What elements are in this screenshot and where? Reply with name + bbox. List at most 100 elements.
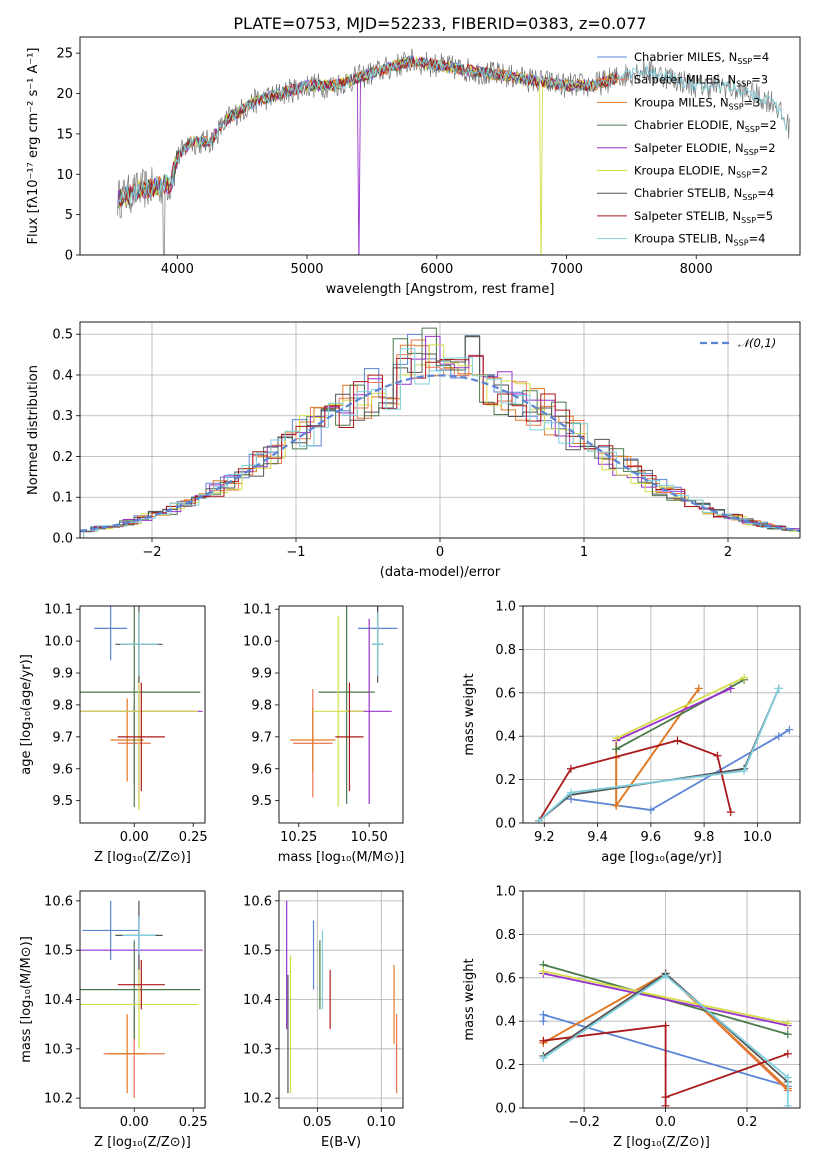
y-tick-label: 10.0 xyxy=(243,635,272,650)
panel-age-Z: 0.00 0.25 9.5 9.6 9.7 9.8 9.9 10.0 10.1 Z [log₁₀(… xyxy=(19,603,208,865)
weight-marker xyxy=(785,725,794,734)
normal-curve xyxy=(80,374,800,532)
y-axis-label: mass weight xyxy=(462,673,477,755)
error-bar-point xyxy=(94,606,128,661)
weight-marker xyxy=(661,1093,670,1102)
error-bar-point xyxy=(290,708,336,772)
axes-frame xyxy=(79,605,206,824)
y-tick-label: 0.5 xyxy=(52,328,73,343)
y-tick-label: 0.0 xyxy=(495,817,516,832)
plot-area xyxy=(80,606,203,811)
error-bar-point xyxy=(120,612,158,677)
y-tick-label: 0.0 xyxy=(52,532,73,547)
weight-marker xyxy=(774,732,783,741)
axes-frame xyxy=(522,605,801,824)
plot-area xyxy=(279,891,403,1108)
legend-entry: Kroupa STELIB, NSSP=4 xyxy=(634,232,765,248)
weight-marker xyxy=(740,766,749,775)
panel-age-mass: 10.25 10.50 9.5 9.6 9.7 9.8 9.9 10.0 10.1 mass [l… xyxy=(243,603,404,865)
panel-spectrum: 4000 5000 6000 7000 8000 0 5 10 15 20 25 wavelength… xyxy=(26,36,801,297)
y-tick-label: 9.6 xyxy=(251,762,272,777)
y-tick-label: 1.0 xyxy=(495,885,516,900)
y-tick-label: 10.3 xyxy=(44,1042,73,1057)
model-spectrum-5 xyxy=(117,56,618,255)
y-tick-label: 10.3 xyxy=(243,1042,272,1057)
plot-area xyxy=(290,606,398,808)
weight-series-8 xyxy=(539,971,792,1108)
error-bar-point xyxy=(372,612,384,677)
weight-marker xyxy=(740,673,749,682)
x-axis-label: age [log₁₀(age/yr)] xyxy=(601,850,722,865)
y-tick-label: 10.1 xyxy=(44,603,73,618)
legend-entry: Kroupa ELODIE, NSSP=2 xyxy=(634,164,768,180)
y-tick-label: 9.7 xyxy=(251,730,272,745)
y-tick-label: 0.6 xyxy=(495,971,516,986)
y-tick-label: 10 xyxy=(56,168,73,183)
x-tick-label: 6000 xyxy=(420,262,453,277)
x-tick-label: 0.25 xyxy=(179,1115,208,1130)
axes-frame xyxy=(522,890,801,1109)
y-tick-label: 0.8 xyxy=(495,928,516,943)
panel-mass-Z: 0.00 0.25 10.2 10.3 10.4 10.5 10.6 Z [log₁₀(Z/Z… xyxy=(19,890,208,1150)
x-axis-label: Z [log₁₀(Z/Z⊙)] xyxy=(94,1135,191,1150)
axes-frame xyxy=(278,605,404,824)
weight-marker xyxy=(566,764,575,773)
axes-frame xyxy=(79,890,206,1109)
y-tick-label: 9.6 xyxy=(52,762,73,777)
y-tick-label: 0.4 xyxy=(495,730,516,745)
weight-marker xyxy=(534,816,543,823)
weight-marker xyxy=(713,751,722,760)
error-bar-point xyxy=(312,615,364,808)
chart-title: PLATE=0753, MJD=52233, FIBERID=0383, z=0… xyxy=(233,14,646,33)
y-tick-label: 10.4 xyxy=(44,993,73,1008)
legend-entry: Salpeter MILES, NSSP=3 xyxy=(634,73,768,89)
y-axis-label: age [log₁₀(age/yr)] xyxy=(19,654,34,775)
plot-area xyxy=(80,900,203,1099)
x-tick-label: 9.4 xyxy=(587,830,608,845)
axes-frame xyxy=(79,321,801,539)
x-tick-label: 0.00 xyxy=(120,830,149,845)
y-tick-label: 9.7 xyxy=(52,730,73,745)
x-tick-label: 0.05 xyxy=(303,1115,332,1130)
weight-marker xyxy=(774,684,783,693)
residual-histogram-8 xyxy=(83,348,800,538)
y-tick-label: 10.0 xyxy=(44,635,73,650)
weight-marker xyxy=(539,1054,548,1063)
plot-area xyxy=(117,48,790,255)
legend-entry: Chabrier ELODIE, NSSP=2 xyxy=(634,118,777,134)
x-tick-label: −1 xyxy=(286,545,305,560)
panel-weight-Z: −0.2 0.0 0.2 0.0 0.2 0.4 0.6 0.8 1.0 Z [log₁₀(Z/Z… xyxy=(462,885,801,1150)
error-bar-point xyxy=(335,682,364,792)
weight-marker xyxy=(661,1101,670,1108)
error-bar-point xyxy=(122,915,156,956)
legend-entry: Chabrier STELIB, NSSP=4 xyxy=(634,186,774,202)
weight-series-0 xyxy=(566,725,794,814)
panel-residuals: −2 −1 0 1 2 0.0 0.1 0.2 0.3 0.4 0.5 (data-model)/er… xyxy=(26,321,801,580)
y-tick-label: 0.2 xyxy=(495,773,516,788)
x-tick-label: 0.0 xyxy=(655,1115,676,1130)
x-tick-label: 10.0 xyxy=(743,830,772,845)
weight-marker xyxy=(726,808,735,817)
residual-histogram-7 xyxy=(80,355,800,538)
weight-series-8 xyxy=(534,684,783,823)
y-tick-label: 9.5 xyxy=(251,794,272,809)
y-axis-label: mass [log₁₀(M/M⊙)] xyxy=(19,936,34,1063)
y-tick-label: 9.8 xyxy=(52,698,73,713)
y-tick-label: 15 xyxy=(56,127,73,142)
weight-marker xyxy=(612,801,621,810)
y-tick-label: 0.1 xyxy=(52,491,73,506)
x-tick-label: 0.2 xyxy=(737,1115,758,1130)
y-tick-label: 10.6 xyxy=(243,894,272,909)
x-tick-label: 10.25 xyxy=(280,830,317,845)
x-tick-label: 0.25 xyxy=(179,830,208,845)
y-tick-label: 5 xyxy=(65,208,73,223)
x-tick-label: 0 xyxy=(436,545,444,560)
weight-marker xyxy=(539,1036,548,1045)
x-axis-label: E(B-V) xyxy=(321,1135,361,1150)
y-tick-label: 0.2 xyxy=(52,450,73,465)
weight-marker xyxy=(646,805,655,814)
y-tick-label: 9.9 xyxy=(52,667,73,682)
y-tick-label: 0.4 xyxy=(52,368,73,383)
y-axis-label: mass weight xyxy=(462,958,477,1040)
